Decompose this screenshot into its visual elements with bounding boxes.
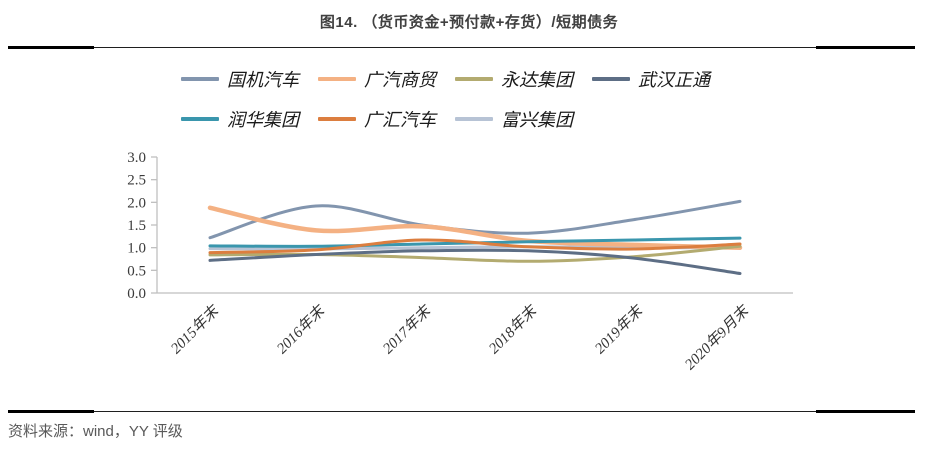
legend-label: 国机汽车 (227, 66, 299, 92)
chart-canvas: 3.0 2.5 2.0 1.5 1.0 0.5 0.0 2015年末 2016年末 2017年末 2… (0, 145, 938, 395)
legend-item-7: 富兴集团 (455, 106, 580, 131)
y-tick-label: 0.0 (127, 286, 146, 302)
footer-divider (8, 410, 915, 413)
x-category-label: 2018年末 (485, 301, 541, 357)
legend-label: 广汇汽车 (364, 106, 436, 132)
y-tick-label: 3.0 (127, 150, 146, 166)
y-tick-label: 2.0 (127, 195, 146, 211)
y-tick-label: 0.5 (127, 263, 146, 279)
legend-item-5: 润华集团 (181, 106, 306, 131)
source-note: 资料来源：wind，YY 评级 (8, 420, 183, 441)
divider-thick-right (816, 46, 915, 49)
header-divider (8, 46, 915, 49)
divider-thick-left (8, 46, 94, 49)
legend-line-swatch-icon (455, 117, 493, 121)
divider-thick-left (8, 410, 94, 413)
legend-item-6: 广汇汽车 (318, 106, 443, 131)
y-tick-label: 2.5 (127, 173, 146, 189)
line-chart: 3.0 2.5 2.0 1.5 1.0 0.5 0.0 2015年末 2016年末 2017年末 2… (0, 145, 938, 395)
legend-line-swatch-icon (592, 77, 630, 81)
divider-thick-right (816, 410, 915, 413)
legend-label: 广汽商贸 (364, 66, 436, 92)
x-category-label: 2017年末 (379, 301, 435, 357)
x-category-label: 2015年末 (167, 301, 223, 357)
legend-item-4: 武汉正通 (592, 66, 717, 91)
x-category-label: 2016年末 (273, 301, 329, 357)
divider-thin (94, 47, 816, 48)
legend-line-swatch-icon (181, 77, 219, 81)
legend-item-3: 永达集团 (455, 66, 580, 91)
legend-line-swatch-icon (318, 117, 356, 121)
legend-line-swatch-icon (181, 117, 219, 121)
legend-label: 武汉正通 (638, 66, 710, 92)
legend-label: 富兴集团 (501, 106, 573, 132)
y-tick-label: 1.5 (127, 218, 146, 234)
chart-legend: 国机汽车 广汽商贸 永达集团 武汉正通润华集团 广汇汽车 富兴集团 (181, 66, 747, 131)
legend-label: 润华集团 (227, 106, 299, 132)
x-category-label: 2019年末 (591, 301, 647, 357)
y-tick-label: 1.0 (127, 241, 146, 257)
x-category-label: 2020年9月末 (681, 301, 753, 373)
divider-thin (94, 411, 816, 412)
legend-label: 永达集团 (501, 66, 573, 92)
page-title: 图14. （货币资金+预付款+存货）/短期债务 (0, 11, 938, 32)
legend-item-1: 国机汽车 (181, 66, 306, 91)
legend-line-swatch-icon (318, 77, 356, 81)
legend-item-2: 广汽商贸 (318, 66, 443, 91)
legend-line-swatch-icon (455, 77, 493, 81)
